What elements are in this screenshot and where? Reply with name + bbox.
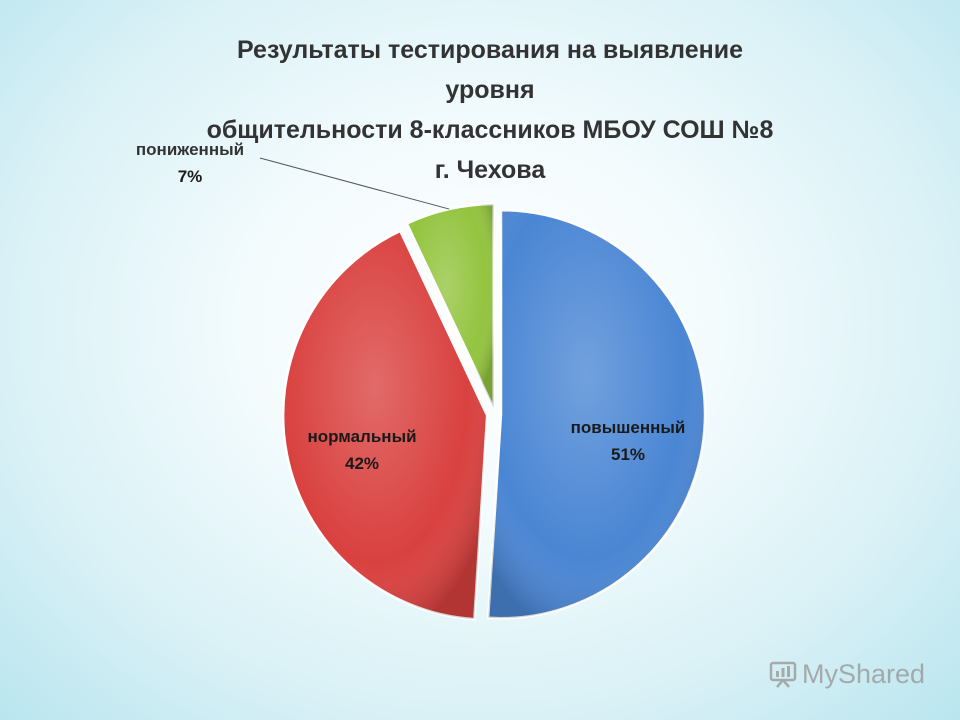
- pie-slice-shading: [283, 230, 488, 620]
- presentation-board-icon: [769, 661, 797, 688]
- pie-slice-shading: [488, 210, 705, 619]
- watermark-text: MyShared: [802, 658, 926, 689]
- pie-slices: [281, 202, 707, 621]
- data-label-value: 7%: [178, 167, 203, 186]
- chart-title-line-2: общительности 8-классников МБОУ СОШ №8: [206, 116, 774, 144]
- data-label-value: 51%: [611, 445, 645, 464]
- chart-title: Результаты тестирования на выявление уро…: [190, 30, 790, 190]
- data-label-value: 42%: [345, 454, 379, 473]
- data-labels: повышенный 51% нормальный 42% пониженный 7%: [136, 140, 685, 473]
- watermark: MyShared: [768, 656, 925, 692]
- pie-slice-shading: [406, 204, 494, 409]
- data-label-category: пониженный: [136, 140, 244, 159]
- chart-title-line-3: г. Чехова: [434, 156, 546, 184]
- chart-title-line-1: Результаты тестирования на выявление уро…: [236, 36, 744, 104]
- data-label-category: повышенный: [571, 418, 686, 437]
- leader-line-пониженный: [259, 157, 450, 210]
- data-label-category: нормальный: [307, 427, 416, 446]
